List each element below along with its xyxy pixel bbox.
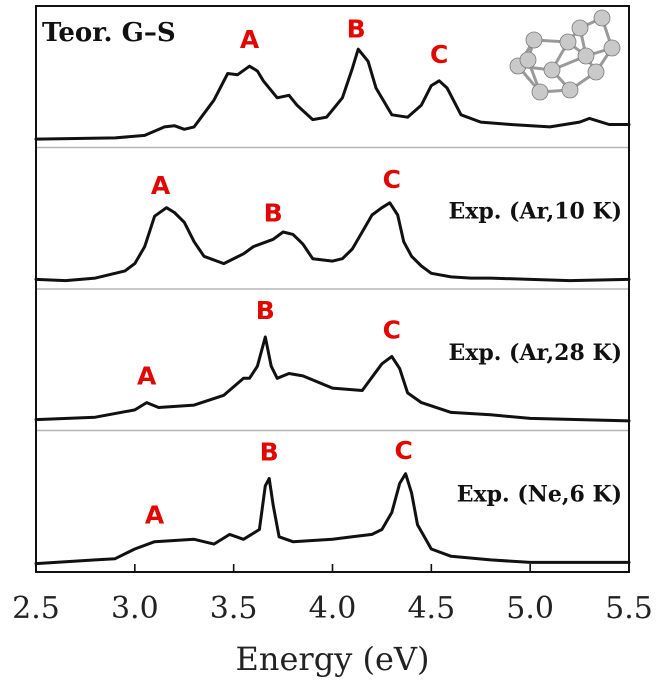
cluster-atom (525, 31, 543, 49)
spectrum-line-panel-4 (34, 472, 631, 566)
cluster-atom (531, 83, 549, 101)
cluster-atom (543, 61, 561, 79)
cluster-atom (571, 19, 589, 37)
spectrum-line-panel-1 (34, 47, 631, 141)
panel-3: Exp. (Ar,28 K) A B C (34, 288, 631, 423)
cluster-atom (593, 9, 611, 27)
x-tick-label: 4.0 (309, 591, 357, 626)
x-tick-label: 5.5 (605, 591, 653, 626)
cluster-atom (603, 39, 621, 57)
x-tick-label: 3.5 (210, 591, 258, 626)
x-tick-label: 3.0 (111, 591, 159, 626)
spectrum-line-panel-3 (34, 335, 631, 423)
cluster-structure-icon (509, 9, 621, 101)
x-axis: 2.5 3.0 3.5 4.0 4.5 5.0 5.5 (12, 564, 653, 626)
peak-label-b: B (256, 296, 275, 325)
panel-label: Exp. (Ne,6 K) (457, 481, 622, 507)
x-tick-label: 4.5 (407, 591, 455, 626)
peak-label-c: C (430, 40, 448, 69)
peak-label-c: C (383, 316, 401, 345)
panel-2: Exp. (Ar,10 K) A B C (34, 146, 631, 283)
spectrum-line-panel-2 (34, 201, 631, 283)
panel-label: Exp. (Ar,28 K) (448, 340, 622, 366)
peak-label-a: A (240, 25, 260, 54)
peak-label-a: A (137, 362, 157, 391)
x-tick-label: 5.0 (506, 591, 554, 626)
x-axis-title: Energy (eV) (236, 640, 430, 678)
panel-1: Teor. G–S A B C (34, 15, 631, 141)
panel-label: Exp. (Ar,10 K) (448, 198, 622, 224)
panel-label: Teor. G–S (42, 18, 176, 48)
peak-label-a: A (145, 501, 165, 530)
peak-label-c: C (395, 436, 413, 465)
cluster-atom (561, 81, 579, 99)
peak-label-b: B (260, 438, 279, 467)
cluster-atom (519, 51, 537, 69)
cluster-atom (577, 47, 595, 65)
x-tick-label: 2.5 (12, 591, 60, 626)
peak-label-b: B (347, 15, 366, 44)
peak-label-a: A (151, 171, 171, 200)
cluster-atom (587, 63, 605, 81)
cluster-atom (559, 33, 577, 51)
peak-label-b: B (264, 198, 283, 227)
peak-label-c: C (383, 165, 401, 194)
panel-4: Exp. (Ne,6 K) A B C (34, 429, 631, 566)
